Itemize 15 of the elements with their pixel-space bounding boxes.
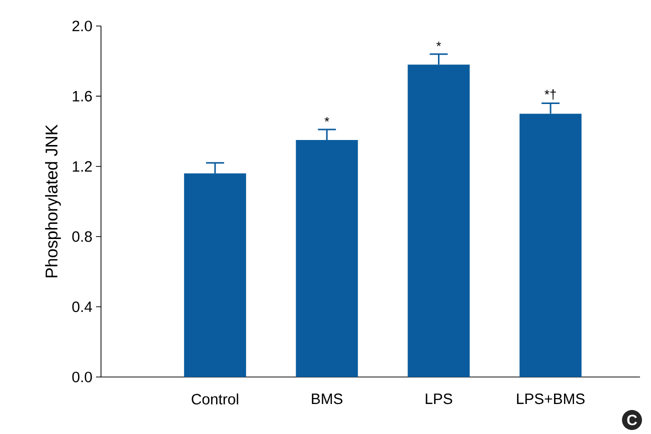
text: C <box>627 414 637 426</box>
x-tick-label: LPS+BMS <box>517 394 585 404</box>
y-tick-label: 2.0 <box>72 20 92 32</box>
y-tick-label: 0.8 <box>72 231 92 242</box>
y-tick-label: 1.2 <box>72 161 92 172</box>
y-tick-label: 1.6 <box>72 90 92 102</box>
x-tick-label: Control <box>192 394 238 404</box>
x-tick-label: BMS <box>312 394 342 404</box>
y-tick-label: 0.0 <box>72 372 92 382</box>
annotation: * <box>436 42 442 46</box>
y-tick-label: 0.4 <box>72 301 92 312</box>
y-axis-title: Phosphorylated JNK <box>45 124 61 278</box>
annotation: *† <box>544 89 556 100</box>
x-tick-label: LPS <box>426 394 452 404</box>
annotation: * <box>324 117 330 122</box>
